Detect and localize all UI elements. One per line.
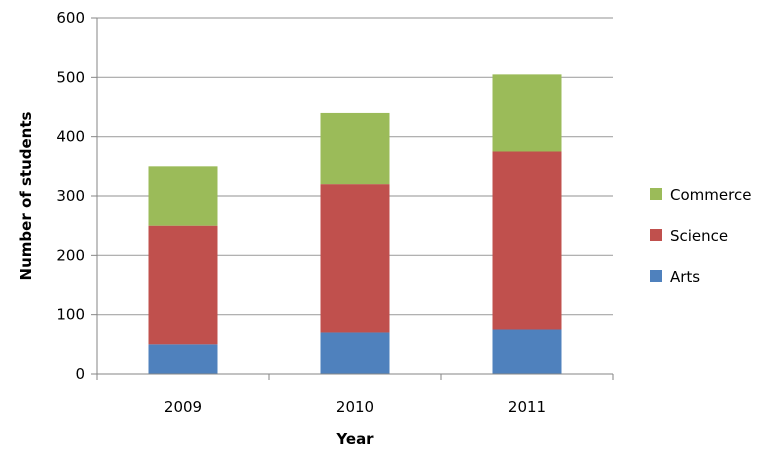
x-tick-label: 2009 — [164, 398, 202, 416]
legend-label-science: Science — [670, 227, 728, 245]
bar-commerce-2010 — [320, 112, 390, 185]
bar-arts-2011 — [492, 329, 562, 374]
x-tick-label: 2011 — [508, 398, 546, 416]
legend-swatch-arts — [650, 270, 662, 282]
x-tick-label: 2010 — [336, 398, 374, 416]
legend-swatch-commerce — [650, 188, 662, 200]
y-tick-label: 200 — [56, 246, 85, 264]
bar-science-2010 — [320, 184, 390, 333]
legend-label-arts: Arts — [670, 268, 700, 286]
axes — [91, 17, 614, 380]
y-tick-label: 0 — [75, 365, 85, 383]
y-tick-label: 400 — [56, 128, 85, 146]
bar-science-2011 — [492, 151, 562, 330]
y-tick-label: 300 — [56, 187, 85, 205]
legend-swatch-science — [650, 229, 662, 241]
legend: Commerce Science Arts — [650, 186, 751, 286]
bar-arts-2009 — [148, 344, 218, 374]
bar-commerce-2009 — [148, 166, 218, 226]
y-tick-label: 500 — [56, 68, 85, 86]
y-axis-title: Number of students — [17, 111, 35, 280]
x-axis-title: Year — [335, 430, 374, 448]
bar-science-2009 — [148, 225, 218, 345]
y-tick-label: 100 — [56, 306, 85, 324]
bar-commerce-2011 — [492, 74, 562, 152]
bar-arts-2010 — [320, 332, 390, 374]
legend-label-commerce: Commerce — [670, 186, 751, 204]
y-tick-label: 600 — [56, 9, 85, 27]
tick-labels: 0 100 200 300 400 500 600 2009 2010 2011 — [56, 9, 546, 416]
bars — [148, 74, 562, 374]
